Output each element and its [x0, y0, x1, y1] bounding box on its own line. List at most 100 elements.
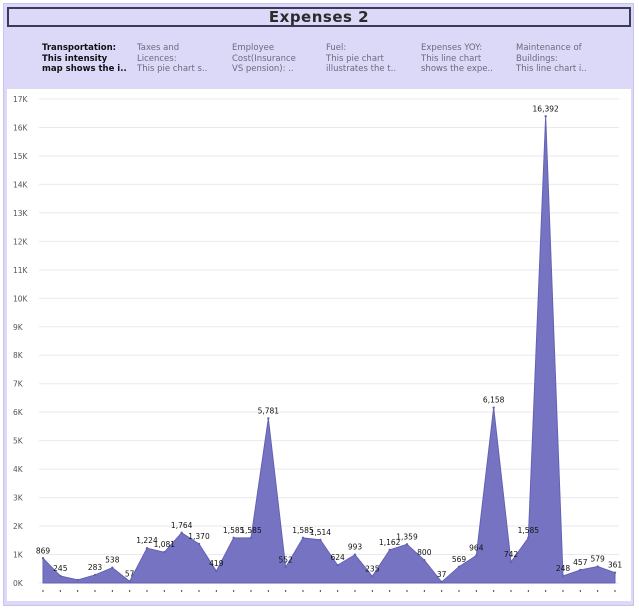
data-point — [527, 536, 530, 540]
data-point — [492, 406, 495, 409]
area-chart: 0K 1K 2K 3K 4K 5K 6K 7K 8K 9K 10K 11K 12K 13K 14K 15K 16… — [13, 95, 623, 592]
page-title: Expenses 2 — [7, 7, 631, 27]
data-label: 538 — [105, 556, 120, 565]
tab-line: Fuel: — [326, 43, 347, 53]
data-point — [457, 565, 461, 569]
data-point — [544, 115, 547, 118]
data-label: 57 — [125, 569, 135, 578]
data-label: 869 — [36, 546, 51, 555]
y-tick-label: 4K — [13, 465, 24, 474]
y-tick-label: 12K — [13, 237, 29, 246]
data-label: 457 — [573, 558, 588, 567]
data-label: 1,162 — [379, 538, 401, 547]
y-tick-label: 9K — [13, 323, 24, 332]
dashboard-frame: Expenses 2 Transportation: This intensit… — [3, 3, 634, 606]
data-point — [215, 569, 218, 573]
data-label: 1,585 — [518, 526, 540, 535]
chart-panel: 0K 1K 2K 3K 4K 5K 6K 7K 8K 9K 10K 11K 12K 13K 14K 15K 16… — [7, 89, 631, 601]
data-label: 993 — [348, 543, 363, 552]
tab-line: Buildings: — [516, 53, 558, 64]
y-tick-label: 7K — [13, 380, 24, 389]
data-label: 5,781 — [258, 406, 280, 415]
tab-line: illustrates the t.. — [326, 64, 397, 74]
y-tick-label: 8K — [13, 351, 24, 360]
data-point — [371, 575, 374, 578]
tab-line: Licences: — [137, 53, 177, 64]
tab-line: Cost(Insurance — [232, 53, 296, 64]
tab-bar: Transportation: This intensity map shows… — [42, 43, 632, 79]
data-point — [579, 568, 582, 572]
tab-taxes-and-licences[interactable]: Taxes and Licences: This pie chart s.. — [137, 43, 227, 75]
tab-line: Transportation: — [42, 43, 117, 53]
y-tick-label: 0K — [13, 579, 24, 588]
data-label: 552 — [279, 555, 294, 564]
data-label: 964 — [469, 544, 484, 553]
y-tick-label: 6K — [13, 408, 24, 417]
data-point — [180, 531, 183, 534]
tab-line: shows the expe.. — [421, 64, 493, 74]
data-point — [249, 536, 253, 540]
y-tick-label: 13K — [13, 209, 29, 218]
y-tick-label: 14K — [13, 180, 29, 189]
data-label: 1,585 — [240, 526, 262, 535]
data-point — [59, 574, 62, 578]
tab-maintenance-of-buildings[interactable]: Maintenance of Buildings: This line char… — [516, 43, 606, 75]
y-tick-label: 17K — [13, 95, 29, 104]
tab-line: This pie chart — [326, 53, 384, 64]
data-label: 800 — [417, 548, 432, 557]
data-label: 1,585 — [223, 526, 245, 535]
data-point — [301, 536, 305, 540]
tab-expenses-yoy[interactable]: Expenses YOY: This line chart shows the … — [421, 43, 511, 75]
tab-line: VS pension): .. — [232, 64, 294, 74]
tab-transportation[interactable]: Transportation: This intensity map shows… — [42, 43, 132, 75]
data-label: 245 — [53, 564, 68, 573]
y-tick-label: 5K — [13, 437, 24, 446]
data-label: 579 — [591, 555, 606, 564]
tab-line: This line chart i.. — [516, 64, 587, 74]
tab-line: This line chart — [421, 53, 482, 64]
data-point — [267, 417, 270, 420]
area-series — [42, 116, 616, 584]
data-point — [336, 564, 339, 567]
data-point — [405, 543, 409, 546]
data-point — [41, 557, 45, 560]
data-label: 283 — [88, 563, 103, 572]
data-label: 1,359 — [396, 532, 418, 541]
data-label: 248 — [556, 564, 571, 573]
data-label: 16,392 — [533, 104, 559, 113]
data-label: 1,081 — [154, 540, 176, 549]
data-point — [423, 559, 426, 562]
data-label: 37 — [437, 570, 447, 579]
data-point — [197, 542, 201, 546]
tab-line: Maintenance of — [516, 43, 582, 53]
tab-line: This intensity — [42, 53, 108, 64]
data-label: 235 — [365, 564, 380, 573]
data-point — [388, 548, 391, 552]
y-tick-label: 15K — [13, 152, 29, 161]
data-point — [76, 578, 79, 582]
data-point — [93, 573, 97, 577]
data-point — [509, 560, 513, 564]
data-point — [613, 571, 617, 574]
tab-line: Expenses YOY: — [421, 43, 483, 53]
y-tick-label: 16K — [13, 123, 29, 132]
y-tick-label: 3K — [13, 494, 24, 503]
data-point — [353, 553, 357, 556]
data-label: 1,224 — [136, 536, 158, 545]
data-point — [163, 551, 166, 554]
tab-employee-cost[interactable]: Employee Cost(Insurance VS pension): .. — [232, 43, 322, 75]
data-label: 742 — [504, 550, 519, 559]
data-point — [145, 546, 149, 550]
data-label: 1,585 — [292, 526, 314, 535]
tab-line: This pie chart s.. — [137, 64, 208, 74]
data-point — [440, 580, 443, 584]
data-point — [561, 574, 565, 578]
data-label: 419 — [209, 559, 224, 568]
data-label: 569 — [452, 555, 467, 564]
data-point — [284, 566, 287, 569]
data-label: 6,158 — [483, 396, 505, 405]
tab-fuel[interactable]: Fuel: This pie chart illustrates the t.. — [326, 43, 416, 75]
y-tick-label: 11K — [13, 266, 29, 275]
data-label: 1,514 — [310, 528, 332, 537]
data-label: 361 — [608, 561, 623, 570]
